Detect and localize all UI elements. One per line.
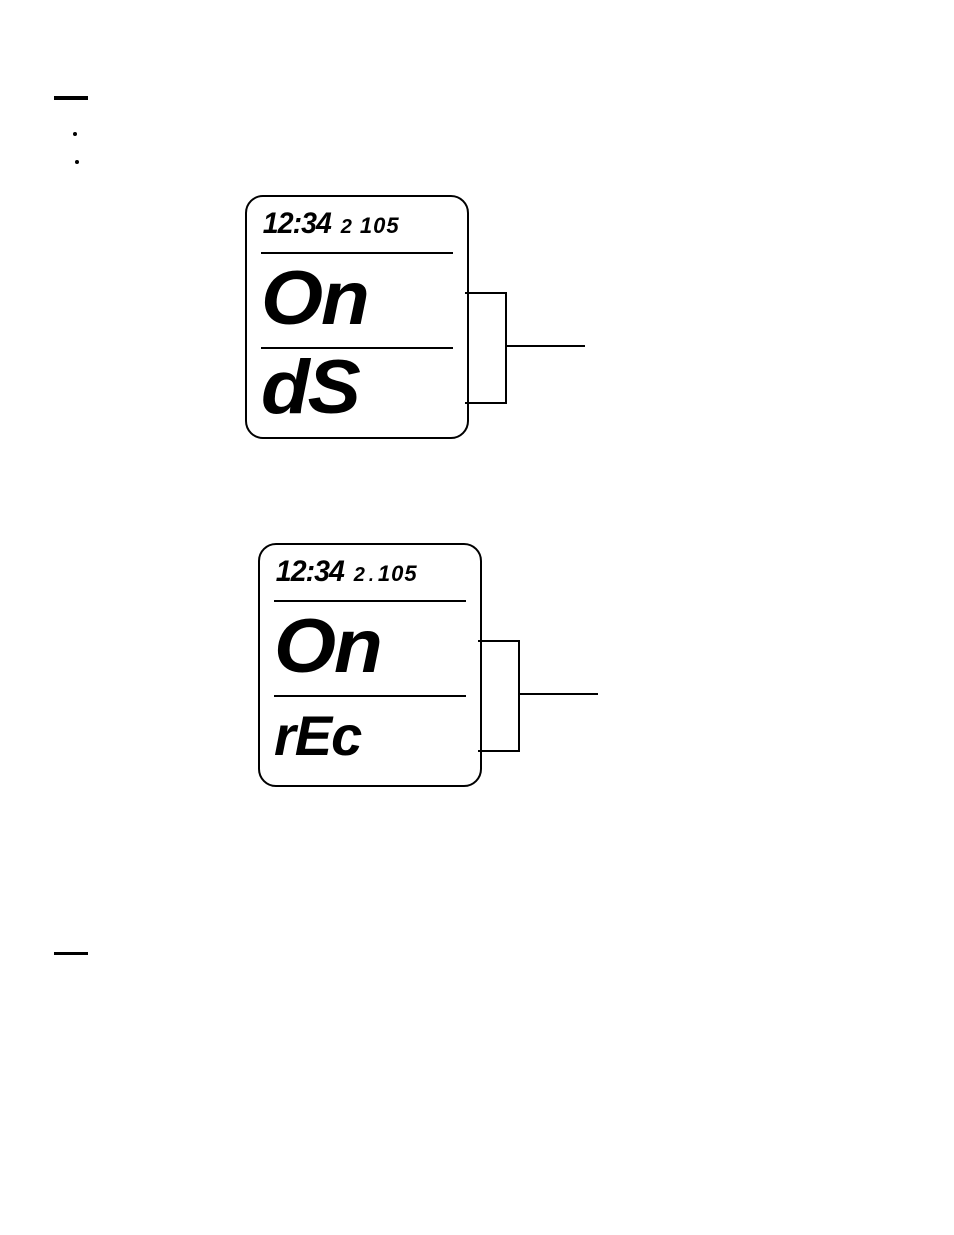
lcd1-sub1: 2 bbox=[341, 216, 352, 239]
lcd2-bottom: rEc bbox=[274, 708, 361, 764]
lcd2-bracket bbox=[478, 640, 520, 752]
bottom-small-line bbox=[54, 952, 88, 955]
lcd-panel-2: 12:34 2 . 105 On rEc bbox=[258, 543, 482, 787]
lcd1-bottom: dS bbox=[261, 350, 359, 426]
lcd2-period: . bbox=[369, 565, 374, 586]
lcd2-middle: On bbox=[274, 609, 381, 685]
lcd2-leader bbox=[518, 693, 598, 695]
lcd1-bracket bbox=[465, 292, 507, 404]
top-dash bbox=[54, 96, 88, 100]
lcd1-middle: On bbox=[261, 261, 368, 337]
page: 12:34 2 105 On dS 12:34 2 . 105 bbox=[0, 0, 954, 1235]
dot-1 bbox=[73, 132, 77, 136]
lcd-panel-1: 12:34 2 105 On dS bbox=[245, 195, 469, 439]
lcd2-sub2: 105 bbox=[378, 561, 418, 587]
dot-2 bbox=[75, 160, 79, 164]
lcd1-time: 12:34 bbox=[263, 207, 331, 241]
lcd2-sub1: 2 bbox=[354, 564, 365, 587]
lcd2-time: 12:34 bbox=[276, 555, 344, 589]
lcd1-leader bbox=[505, 345, 585, 347]
lcd1-sub2: 105 bbox=[360, 213, 400, 239]
